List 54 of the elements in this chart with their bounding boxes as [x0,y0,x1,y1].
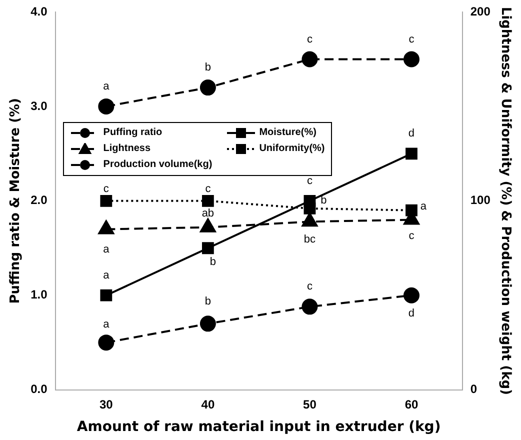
y2-tick-label: 0 [470,382,478,396]
y-tick-label: 2.0 [30,193,48,208]
annotation: c [408,230,415,242]
annotation: d [408,307,415,320]
point [100,194,112,207]
annotation: c [205,182,212,195]
legend-label: Uniformity(%) [259,143,325,154]
y2-tick-label: 200 [470,4,491,18]
point [406,148,418,160]
annotation: bc [304,234,316,246]
annotation: a [103,243,110,256]
annotation: d [408,128,415,140]
annotation: c [103,182,110,195]
x-tick-label: 30 [99,397,114,412]
y-tick-label: 3.0 [30,98,48,113]
point [202,194,214,207]
y2-tick-label: 100 [470,193,491,208]
point [98,98,114,114]
x-tick-label: 40 [201,397,215,412]
annotation: c [408,33,415,46]
y2-axis-title: Lightness & Uniformity (%) & Production weight (kg) [498,6,513,395]
point [100,289,112,302]
legend-label: Production volume(kg) [103,159,212,170]
y-tick-label: 0.0 [30,382,48,396]
legend-label: Moisture(%) [259,127,316,138]
annotation: c [306,174,313,187]
annotation: a [103,269,110,282]
point [403,287,420,304]
point [200,316,216,332]
annotation: c [306,33,313,46]
point [304,194,316,207]
y-tick-label: 1.0 [30,288,48,302]
point [202,242,214,254]
annotation: b [204,62,212,74]
annotation: a [103,318,110,331]
point [302,298,318,315]
legend-label: Puffing ratio [103,127,162,138]
annotation: a [420,200,428,212]
annotation: c [306,280,313,293]
x-tick-label: 50 [303,397,317,412]
x-axis-title: Amount of raw material input in extruder (kg) [76,419,441,436]
annotation: b [210,256,216,268]
point [98,334,114,351]
annotation: b [204,296,212,308]
point [200,80,216,96]
legend-label: Lightness [103,143,151,154]
x-tick-label: 60 [404,397,418,412]
annotation: b [320,194,327,206]
y-axis-title: Puffing ratio & Moisture (%) [8,98,24,304]
annotation: ab [202,207,214,220]
y-tick-label: 4.0 [30,4,48,18]
annotation: a [103,80,110,92]
point [403,51,420,68]
point [302,51,318,68]
